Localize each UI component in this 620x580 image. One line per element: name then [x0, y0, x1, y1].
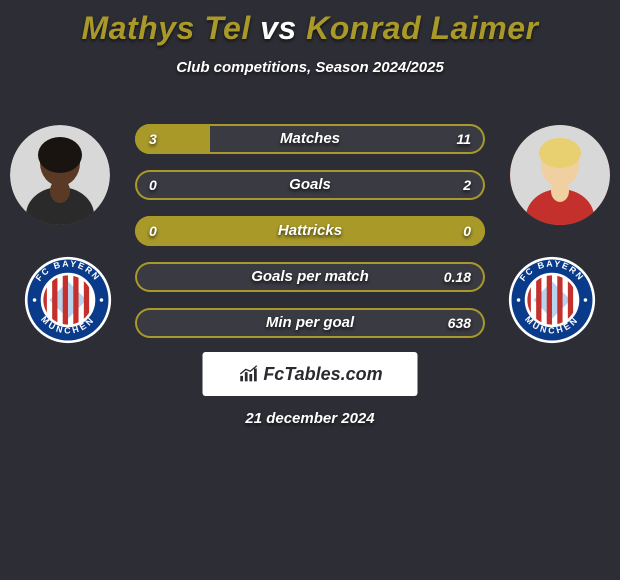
stat-row: Hattricks0 0: [135, 216, 485, 246]
stat-row: Min per goal638: [135, 308, 485, 338]
club-left-badge: FC BAYERNMÜNCHEN: [24, 256, 112, 344]
stat-row: Matches3 11: [135, 124, 485, 154]
stat-value-left: 0: [149, 216, 157, 246]
stat-value-right: 638: [448, 308, 471, 338]
stats-container: Matches311Goals02Hattricks00Goals per ma…: [135, 124, 485, 354]
player-right-avatar: [510, 125, 610, 225]
stat-label: Min per goal: [135, 308, 485, 338]
stat-value-left: 3: [149, 124, 157, 154]
title-part: Mathys Tel: [82, 10, 251, 46]
person-icon: [10, 125, 110, 225]
stat-row: Goals0 2: [135, 170, 485, 200]
stat-value-right: 0: [463, 216, 471, 246]
page-title: Mathys Tel vs Konrad Laimer: [0, 0, 620, 47]
stat-label: Hattricks: [135, 216, 485, 246]
stat-label: Goals: [135, 170, 485, 200]
stat-label: Goals per match: [135, 262, 485, 292]
title-part: Konrad Laimer: [306, 10, 538, 46]
site-badge: FcTables.com: [203, 352, 418, 396]
stat-value-right: 0.18: [444, 262, 471, 292]
subtitle: Club competitions, Season 2024/2025: [0, 59, 620, 76]
stat-row: Goals per match0.18: [135, 262, 485, 292]
club-badge-icon: FC BAYERNMÜNCHEN: [24, 256, 112, 344]
date-label: 21 december 2024: [0, 410, 620, 427]
club-right-badge: FC BAYERNMÜNCHEN: [508, 256, 596, 344]
stat-label: Matches: [135, 124, 485, 154]
player-left-avatar: [10, 125, 110, 225]
chart-icon: [237, 363, 259, 385]
stat-value-right: 11: [456, 124, 471, 154]
stat-value-right: 2: [463, 170, 471, 200]
site-label: FcTables.com: [263, 364, 382, 385]
title-part: vs: [251, 10, 306, 46]
stat-value-left: 0: [149, 170, 157, 200]
club-badge-icon: FC BAYERNMÜNCHEN: [508, 256, 596, 344]
person-icon: [510, 125, 610, 225]
